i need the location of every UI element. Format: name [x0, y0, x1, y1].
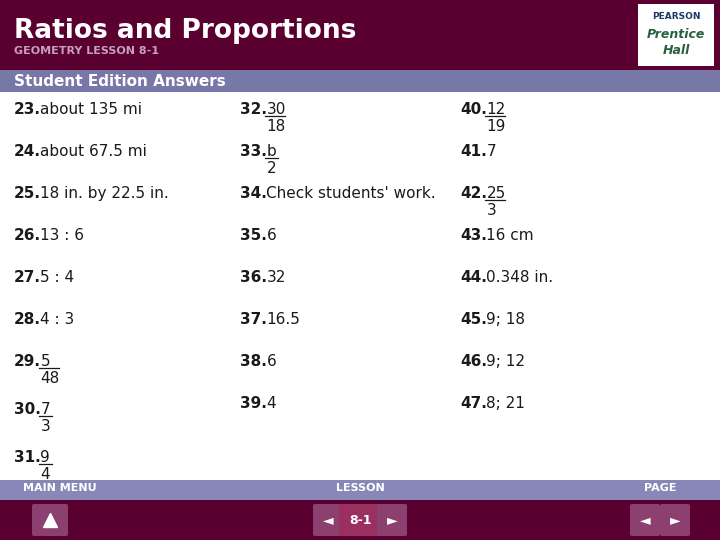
Text: 3: 3 [40, 419, 50, 434]
Text: 6: 6 [266, 354, 276, 369]
FancyBboxPatch shape [660, 504, 690, 536]
Text: 8; 21: 8; 21 [487, 396, 526, 411]
Text: Prentice: Prentice [647, 28, 705, 41]
Text: ◄: ◄ [323, 513, 333, 527]
Text: 19: 19 [487, 119, 505, 134]
FancyBboxPatch shape [0, 70, 720, 92]
Text: 29.: 29. [14, 354, 41, 369]
FancyBboxPatch shape [0, 500, 720, 540]
Text: 2: 2 [266, 161, 276, 176]
Text: PEARSON: PEARSON [652, 12, 701, 21]
Text: 42.: 42. [460, 186, 487, 201]
Text: ◄: ◄ [639, 513, 650, 527]
Text: about 135 mi: about 135 mi [40, 102, 143, 117]
FancyBboxPatch shape [339, 504, 381, 536]
Text: 26.: 26. [14, 228, 41, 243]
Text: LESSON: LESSON [336, 483, 384, 493]
Text: 25: 25 [487, 186, 505, 201]
Text: 4: 4 [266, 396, 276, 411]
Text: 34.: 34. [240, 186, 267, 201]
Text: 9: 9 [40, 450, 50, 465]
Text: 40.: 40. [460, 102, 487, 117]
Text: 44.: 44. [460, 270, 487, 285]
Text: 18 in. by 22.5 in.: 18 in. by 22.5 in. [40, 186, 169, 201]
Text: PAGE: PAGE [644, 483, 676, 493]
Text: 5: 5 [40, 354, 50, 369]
Text: 7: 7 [487, 144, 496, 159]
Text: 13 : 6: 13 : 6 [40, 228, 84, 243]
Text: 16.5: 16.5 [266, 312, 300, 327]
Text: Student Edition Answers: Student Edition Answers [14, 74, 226, 89]
Text: GEOMETRY LESSON 8-1: GEOMETRY LESSON 8-1 [14, 46, 159, 56]
Text: 33.: 33. [240, 144, 267, 159]
Text: 12: 12 [487, 102, 505, 117]
Text: 5 : 4: 5 : 4 [40, 270, 75, 285]
Text: ►: ► [670, 513, 680, 527]
Text: 41.: 41. [460, 144, 487, 159]
Text: 0.348 in.: 0.348 in. [487, 270, 554, 285]
Text: 8-1: 8-1 [348, 514, 372, 526]
Text: 31.: 31. [14, 450, 41, 465]
Text: 45.: 45. [460, 312, 487, 327]
Text: 27.: 27. [14, 270, 41, 285]
Text: 39.: 39. [240, 396, 267, 411]
FancyBboxPatch shape [0, 0, 720, 70]
Text: 46.: 46. [460, 354, 487, 369]
Text: 37.: 37. [240, 312, 267, 327]
Text: about 67.5 mi: about 67.5 mi [40, 144, 148, 159]
Text: 43.: 43. [460, 228, 487, 243]
FancyBboxPatch shape [0, 480, 720, 500]
Text: 32.: 32. [240, 102, 267, 117]
FancyBboxPatch shape [377, 504, 407, 536]
Text: 36.: 36. [240, 270, 267, 285]
Text: 30: 30 [266, 102, 286, 117]
FancyBboxPatch shape [638, 4, 714, 66]
Text: 38.: 38. [240, 354, 267, 369]
Text: 30.: 30. [14, 402, 41, 417]
FancyBboxPatch shape [313, 504, 343, 536]
Text: Hall: Hall [662, 44, 690, 57]
Text: b: b [266, 144, 276, 159]
Text: 16 cm: 16 cm [487, 228, 534, 243]
Text: MAIN MENU: MAIN MENU [23, 483, 96, 493]
Text: 28.: 28. [14, 312, 41, 327]
Text: 47.: 47. [460, 396, 487, 411]
Text: 24.: 24. [14, 144, 41, 159]
Text: 4: 4 [40, 467, 50, 482]
Text: 23.: 23. [14, 102, 41, 117]
FancyBboxPatch shape [0, 92, 720, 480]
Text: 6: 6 [266, 228, 276, 243]
Text: 9; 12: 9; 12 [487, 354, 526, 369]
Text: 7: 7 [40, 402, 50, 417]
Text: 9; 18: 9; 18 [487, 312, 526, 327]
Text: ►: ► [387, 513, 397, 527]
Text: 35.: 35. [240, 228, 267, 243]
Text: Ratios and Proportions: Ratios and Proportions [14, 18, 356, 44]
Text: 25.: 25. [14, 186, 41, 201]
Text: 18: 18 [266, 119, 286, 134]
Text: 4 : 3: 4 : 3 [40, 312, 75, 327]
FancyBboxPatch shape [32, 504, 68, 536]
Text: 3: 3 [487, 203, 496, 218]
Text: 32: 32 [266, 270, 286, 285]
Text: Check students' work.: Check students' work. [266, 186, 436, 201]
FancyBboxPatch shape [630, 504, 660, 536]
Text: 48: 48 [40, 371, 60, 386]
